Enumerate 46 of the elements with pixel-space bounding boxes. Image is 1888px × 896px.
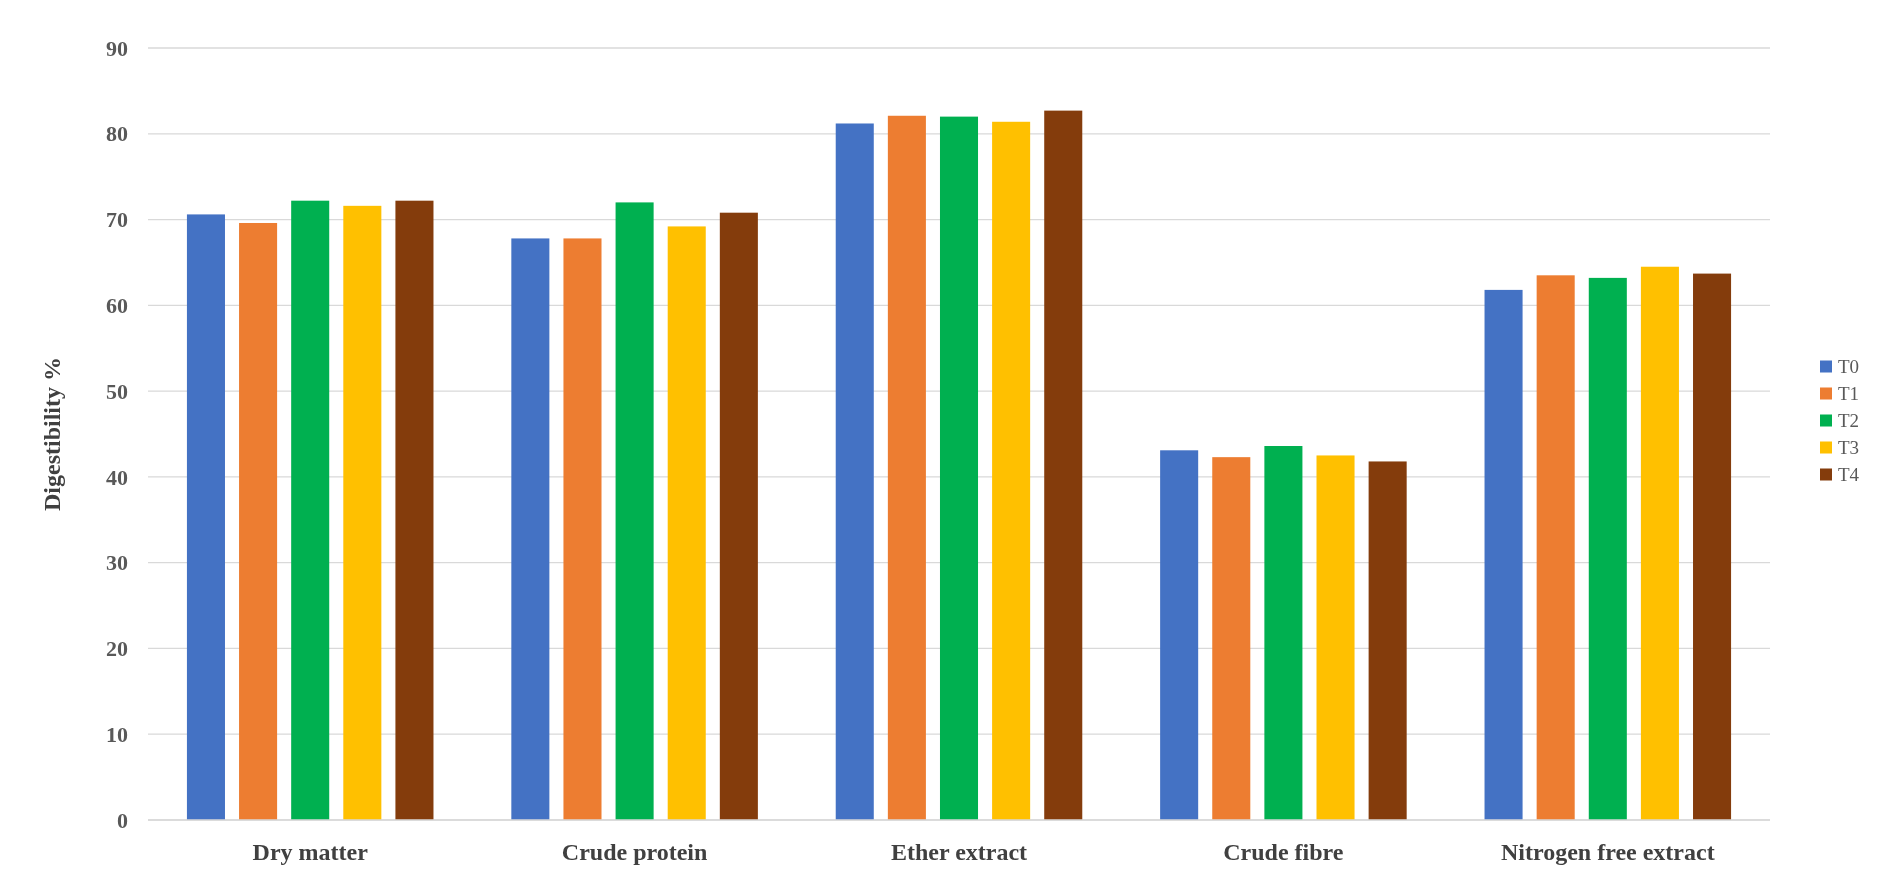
bar <box>615 202 654 820</box>
bar <box>186 214 225 820</box>
y-axis-title: Digestibility % <box>39 357 65 511</box>
legend-label: T4 <box>1838 464 1860 486</box>
bar <box>1484 289 1523 820</box>
bar <box>1316 455 1355 820</box>
bar <box>239 222 278 820</box>
bar <box>1264 446 1303 820</box>
bar <box>667 226 706 820</box>
legend-label: T0 <box>1838 356 1860 378</box>
bar <box>939 116 979 820</box>
bar <box>511 238 550 820</box>
y-tick-label: 50 <box>106 378 128 404</box>
y-tick-label: 80 <box>106 121 128 147</box>
y-tick-label: 20 <box>106 636 128 662</box>
y-tick-label: 70 <box>106 207 128 233</box>
y-tick-label: 10 <box>106 721 128 747</box>
legend-label: T3 <box>1838 437 1860 459</box>
bar <box>1212 457 1251 820</box>
legend-label: T2 <box>1838 410 1860 432</box>
bar <box>1044 110 1083 820</box>
bar <box>719 212 758 820</box>
bar <box>343 205 382 820</box>
x-tick-label: Ether extract <box>890 839 1028 865</box>
x-tick-label: Nitrogen free extract <box>1500 839 1715 865</box>
bar <box>395 200 434 820</box>
x-tick-label: Crude protein <box>561 839 708 865</box>
y-tick-label: 30 <box>106 550 128 576</box>
bar <box>291 200 330 820</box>
y-tick-label: 60 <box>106 293 128 319</box>
y-tick-label: 90 <box>106 35 128 61</box>
bar <box>1160 450 1199 820</box>
bar <box>1640 266 1679 820</box>
bar <box>1536 275 1575 820</box>
y-tick-label: 40 <box>106 464 128 490</box>
bar <box>835 123 874 820</box>
x-tick-label: Crude fibre <box>1223 839 1344 865</box>
bar <box>1588 277 1627 820</box>
bar <box>887 115 926 820</box>
bar <box>1368 461 1407 820</box>
bar <box>992 121 1031 820</box>
bar <box>1693 273 1732 820</box>
bar <box>563 238 602 820</box>
x-tick-label: Dry matter <box>252 839 369 865</box>
y-tick-label: 0 <box>117 807 128 833</box>
legend-label: T1 <box>1838 383 1860 405</box>
